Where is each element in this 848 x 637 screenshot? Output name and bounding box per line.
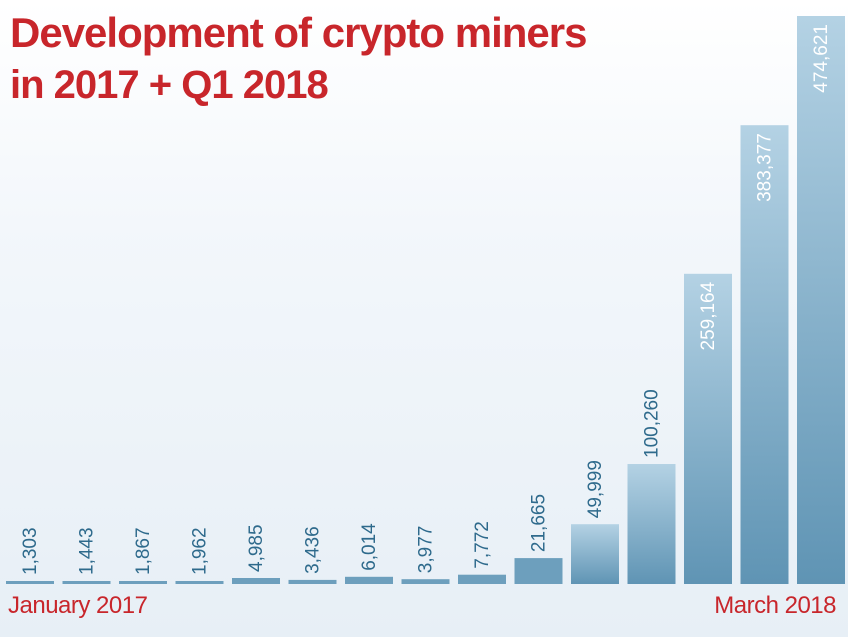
bar-value-label: 49,999 (585, 460, 606, 518)
bar-value-label: 21,665 (529, 494, 550, 552)
bar (797, 16, 845, 584)
bar-value-label: 4,985 (246, 524, 267, 572)
x-axis-start-label: January 2017 (8, 592, 148, 619)
x-axis-end-label: March 2018 (714, 592, 836, 619)
bar (740, 125, 789, 584)
bar (288, 579, 337, 584)
bar (62, 581, 111, 584)
bar (345, 576, 393, 584)
bar (571, 524, 619, 584)
bar-value-label: 6,014 (359, 523, 380, 571)
bar (175, 581, 224, 584)
bars (6, 16, 845, 584)
bar (627, 464, 676, 584)
bar (684, 273, 732, 584)
bar-value-label: 1,443 (77, 527, 98, 575)
bar-value-label: 474,621 (811, 24, 832, 93)
bar (119, 581, 167, 584)
bar-value-label: 3,436 (303, 526, 324, 574)
bar-value-label: 259,164 (698, 281, 719, 350)
chart-title: Development of crypto miners (10, 9, 587, 56)
chart-subtitle: in 2017 + Q1 2018 (10, 63, 329, 107)
bar-value-label: 1,303 (20, 527, 41, 575)
bar-value-label: 3,977 (416, 526, 437, 574)
bar (458, 574, 506, 584)
bar (401, 579, 450, 584)
bar-value-label: 100,260 (642, 389, 663, 458)
bar (514, 558, 563, 584)
value-labels: 1,303 1,443 1,867 1,962 4,985 3,436 6,014 3,977… (20, 24, 832, 575)
bar-value-label: 7,772 (472, 521, 493, 569)
bar (232, 578, 280, 584)
bar-value-label: 1,962 (190, 527, 211, 575)
bar-value-label: 383,377 (755, 133, 776, 202)
bar (6, 581, 54, 584)
bar-value-label: 1,867 (133, 527, 154, 575)
